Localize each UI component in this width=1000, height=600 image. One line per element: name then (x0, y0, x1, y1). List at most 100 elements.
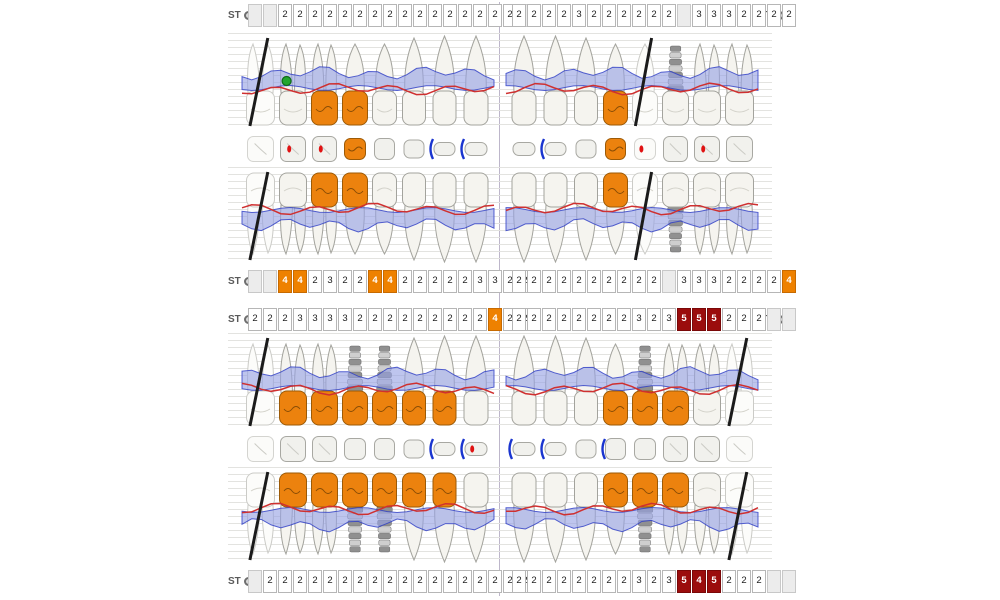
st-cell[interactable]: 2 (752, 570, 766, 593)
st-cell[interactable]: 3 (662, 570, 676, 593)
st-cell[interactable]: 2 (542, 270, 556, 293)
occlusal-tooth[interactable] (575, 439, 597, 459)
st-cell[interactable] (248, 270, 262, 293)
st-cell[interactable]: 2 (353, 270, 367, 293)
occlusal-tooth[interactable] (344, 138, 366, 160)
st-cell[interactable]: 2 (413, 570, 427, 593)
st-cell[interactable]: 5 (707, 570, 721, 593)
st-cell[interactable]: 4 (368, 270, 382, 293)
occlusal-tooth[interactable] (312, 136, 337, 162)
st-cell[interactable]: 2 (542, 4, 556, 27)
st-cell[interactable]: 2 (602, 270, 616, 293)
st-cell[interactable]: 3 (632, 308, 646, 331)
st-cell[interactable]: 3 (308, 308, 322, 331)
st-cell[interactable]: 2 (527, 4, 541, 27)
st-cell[interactable]: 2 (458, 4, 472, 27)
st-cell[interactable]: 2 (737, 4, 751, 27)
st-cell[interactable]: 2 (662, 4, 676, 27)
st-cell[interactable]: 2 (278, 308, 292, 331)
st-cell[interactable]: 2 (512, 570, 526, 593)
st-cell[interactable]: 3 (293, 308, 307, 331)
st-cell[interactable]: 2 (752, 308, 766, 331)
occlusal-tooth[interactable] (403, 139, 425, 159)
st-cell[interactable]: 2 (488, 4, 502, 27)
st-cell[interactable]: 2 (647, 308, 661, 331)
st-cell[interactable]: 2 (413, 270, 427, 293)
st-cell[interactable]: 2 (353, 4, 367, 27)
st-cell[interactable]: 2 (368, 570, 382, 593)
st-cell[interactable]: 2 (428, 270, 442, 293)
st-cell[interactable]: 3 (572, 4, 586, 27)
occlusal-tooth[interactable] (726, 436, 753, 462)
st-cell[interactable]: 2 (587, 308, 601, 331)
occlusal-tooth[interactable] (663, 436, 688, 462)
st-cell[interactable]: 3 (338, 308, 352, 331)
occlusal-tooth[interactable] (280, 136, 306, 162)
st-cell[interactable]: 2 (632, 270, 646, 293)
st-cell[interactable]: 2 (368, 4, 382, 27)
occlusal-tooth[interactable] (634, 138, 656, 160)
st-cell[interactable]: 4 (782, 270, 796, 293)
st-cell[interactable]: 2 (572, 270, 586, 293)
st-cell[interactable]: 2 (512, 308, 526, 331)
st-cell[interactable]: 3 (632, 570, 646, 593)
st-cell[interactable] (782, 570, 796, 593)
st-cell[interactable]: 2 (557, 570, 571, 593)
occlusal-tooth[interactable] (544, 142, 567, 156)
occlusal-tooth[interactable] (433, 442, 456, 456)
st-cell[interactable]: 3 (323, 308, 337, 331)
st-cell[interactable]: 3 (323, 270, 337, 293)
st-cell[interactable] (677, 4, 691, 27)
tooth[interactable] (402, 36, 426, 126)
st-cell[interactable]: 2 (398, 308, 412, 331)
st-cell[interactable]: 2 (647, 570, 661, 593)
occlusal-tooth[interactable] (694, 136, 720, 162)
occlusal-tooth[interactable] (544, 442, 567, 456)
st-cell[interactable]: 2 (512, 4, 526, 27)
st-cell[interactable]: 2 (293, 4, 307, 27)
st-cell[interactable]: 2 (767, 4, 781, 27)
upper-lingual-view[interactable] (228, 167, 772, 265)
st-cell[interactable]: 3 (473, 270, 487, 293)
st-cell[interactable]: 2 (557, 4, 571, 27)
st-cell[interactable]: 2 (398, 270, 412, 293)
st-cell[interactable]: 2 (488, 570, 502, 593)
st-cell[interactable]: 2 (752, 270, 766, 293)
occlusal-tooth[interactable] (403, 439, 425, 459)
lower-buccal-view[interactable] (228, 467, 772, 565)
st-cell[interactable]: 2 (737, 308, 751, 331)
st-cell[interactable]: 3 (677, 270, 691, 293)
st-cell[interactable]: 2 (293, 570, 307, 593)
st-cell[interactable]: 2 (413, 4, 427, 27)
st-cell[interactable]: 2 (617, 270, 631, 293)
st-cell[interactable]: 2 (737, 570, 751, 593)
st-cell[interactable]: 2 (647, 4, 661, 27)
st-cell[interactable]: 4 (278, 270, 292, 293)
st-cell[interactable]: 2 (353, 308, 367, 331)
st-cell[interactable] (248, 570, 262, 593)
st-cell[interactable]: 2 (248, 308, 262, 331)
lower-occlusal-view[interactable] (228, 434, 772, 464)
st-cell[interactable]: 5 (692, 308, 706, 331)
st-cell[interactable]: 2 (308, 570, 322, 593)
st-cell[interactable]: 2 (572, 570, 586, 593)
occlusal-tooth[interactable] (312, 436, 337, 462)
occlusal-tooth[interactable] (605, 438, 626, 460)
st-cell[interactable]: 5 (707, 308, 721, 331)
st-cell[interactable]: 2 (572, 308, 586, 331)
st-cell[interactable]: 2 (443, 308, 457, 331)
st-cell[interactable] (263, 4, 277, 27)
st-cell[interactable]: 2 (782, 4, 796, 27)
st-cell[interactable]: 2 (473, 570, 487, 593)
upper-occlusal-view[interactable] (228, 134, 772, 164)
st-cell[interactable]: 2 (617, 570, 631, 593)
st-cell[interactable]: 2 (737, 270, 751, 293)
st-cell[interactable]: 2 (458, 270, 472, 293)
st-cell[interactable]: 2 (428, 308, 442, 331)
st-cell[interactable]: 4 (488, 308, 502, 331)
st-cell[interactable]: 5 (677, 570, 691, 593)
st-cell[interactable]: 2 (527, 270, 541, 293)
st-cell[interactable]: 2 (647, 270, 661, 293)
st-cell[interactable]: 2 (617, 308, 631, 331)
st-cell[interactable]: 2 (587, 570, 601, 593)
